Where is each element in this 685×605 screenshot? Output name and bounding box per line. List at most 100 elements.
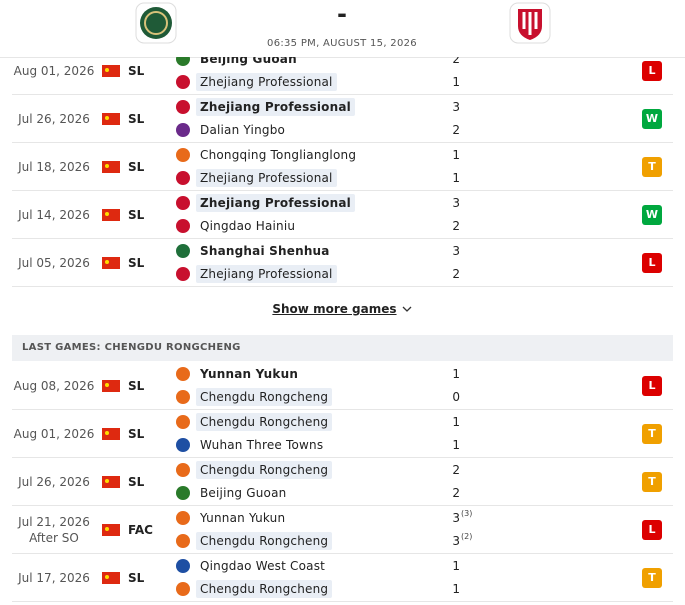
team-score: 3 [452,196,460,210]
team-score: 1 [452,438,460,452]
team-name: Qingdao West Coast [200,559,326,573]
match-row[interactable]: Aug 08, 2026 SL Yunnan Yukun 1 Chengdu Rongc… [12,362,673,410]
team-name: Chengdu Rongcheng [196,580,333,598]
team-logo [176,582,190,596]
penalty-score: (2) [461,532,473,541]
match-row[interactable]: Jul 21, 2026 After SO FAC Yunnan Yukun 3 (3) C… [12,506,673,554]
show-more-button[interactable]: Show more games [242,298,442,318]
competition: SL [128,475,145,489]
team-score: 3 [452,511,460,525]
match-row[interactable]: Jul 17, 2026 SL Qingdao West Coast 1 Chengdu… [12,554,673,602]
match-date: Aug 01, 2026 [13,64,95,78]
team-score: 2 [452,267,460,281]
team-name: Beijing Guoan [200,486,287,500]
score: - [337,0,347,28]
match-date: Jul 21, 2026 [18,515,90,529]
team-name: Zhejiang Professional [196,169,337,187]
team-logo [176,57,190,66]
team-score: 3 [452,534,460,548]
show-more-label: Show more games [272,302,397,316]
team-logo [176,511,190,525]
team-logo [176,148,190,162]
match-row[interactable]: Jul 18, 2026 SL Chongqing Tonglianglong 1 Zh… [12,143,673,191]
team-name: Chengdu Rongcheng [196,388,333,406]
team-score: 3 [452,100,460,114]
result-badge: L [642,61,662,81]
competition: SL [128,379,145,393]
match-row[interactable]: Aug 01, 2026 SL Beijing Guoan 2 Zhejiang Pro… [12,57,673,95]
match-list: Aug 01, 2026 SL Beijing Guoan 2 Zhejiang Pro… [0,57,685,288]
team-logo [176,100,190,114]
country-flag [102,161,120,173]
match-date: Jul 26, 2026 [18,475,90,489]
competition: SL [128,256,145,270]
section-title: LAST GAMES: CHENGDU RONGCHENG [22,342,241,353]
competition: SL [128,160,145,174]
team-score: 1 [452,559,460,573]
result-badge: T [642,472,662,492]
match-row[interactable]: Jul 26, 2026 SL Zhejiang Professional 3 Dali… [12,95,673,143]
team-score: 1 [452,415,460,429]
team-name: Shanghai Shenhua [200,244,330,258]
country-flag [102,524,120,536]
match-date: Jul 18, 2026 [18,160,90,174]
team-logo [176,438,190,452]
team-logo [176,244,190,258]
match-list: Aug 08, 2026 SL Yunnan Yukun 1 Chengdu Rongc… [0,362,685,605]
match-row[interactable]: Jul 05, 2026 SL Shanghai Shenhua 3 Zhejiang … [12,239,673,287]
result-badge: W [642,205,662,225]
match-row[interactable]: Jul 14, 2026 SL Zhejiang Professional 3 Qing… [12,191,673,239]
team-logo [176,123,190,137]
country-flag [102,257,120,269]
away-logo[interactable] [509,2,551,44]
match-date: Jul 05, 2026 [18,256,90,270]
result-badge: T [642,157,662,177]
team-logo [176,219,190,233]
team-logo [176,486,190,500]
team-score: 2 [452,219,460,233]
team-score: 1 [452,171,460,185]
team-name: Yunnan Yukun [200,367,299,381]
team-name: Qingdao Hainiu [200,219,296,233]
team-name: Yunnan Yukun [200,511,286,525]
competition: SL [128,112,145,126]
team-logo [176,267,190,281]
chevron [402,306,412,312]
match-row[interactable]: Aug 01, 2026 SL Chengdu Rongcheng 1 Wuhan Th… [12,410,673,458]
home-logo[interactable] [135,2,177,44]
team-name: Zhejiang Professional [196,98,355,116]
match-note: After SO [29,531,79,545]
team-name: Zhejiang Professional [196,194,355,212]
team-logo [176,75,190,89]
country-flag [102,380,120,392]
result-badge: L [642,520,662,540]
section-header: LAST GAMES: CHENGDU RONGCHENG [12,335,673,361]
team-score: 2 [452,57,460,66]
team-logo [176,390,190,404]
penalty-score: (3) [461,509,473,518]
match-datetime: 06:35 PM, AUGUST 15, 2026 [267,38,417,49]
match-row[interactable]: Jul 26, 2026 SL Chengdu Rongcheng 2 Beijing … [12,458,673,506]
match-date: Aug 01, 2026 [13,427,95,441]
team-name: Dalian Yingbo [200,123,286,137]
team-logo [176,534,190,548]
team-logo [176,463,190,477]
competition: SL [128,64,145,78]
country-flag [102,209,120,221]
match-date: Jul 14, 2026 [18,208,90,222]
country-flag [102,428,120,440]
country-flag [102,476,120,488]
competition: FAC [128,523,153,537]
team-logo [176,171,190,185]
team-score: 1 [452,582,460,596]
team-score: 1 [452,367,460,381]
team-score: 2 [452,123,460,137]
match-date: Jul 17, 2026 [18,571,90,585]
team-logo [176,559,190,573]
team-name: Wuhan Three Towns [200,438,324,452]
team-name: Beijing Guoan [200,57,297,66]
team-name: Chengdu Rongcheng [196,532,333,550]
team-score: 1 [452,148,460,162]
competition: SL [128,427,145,441]
